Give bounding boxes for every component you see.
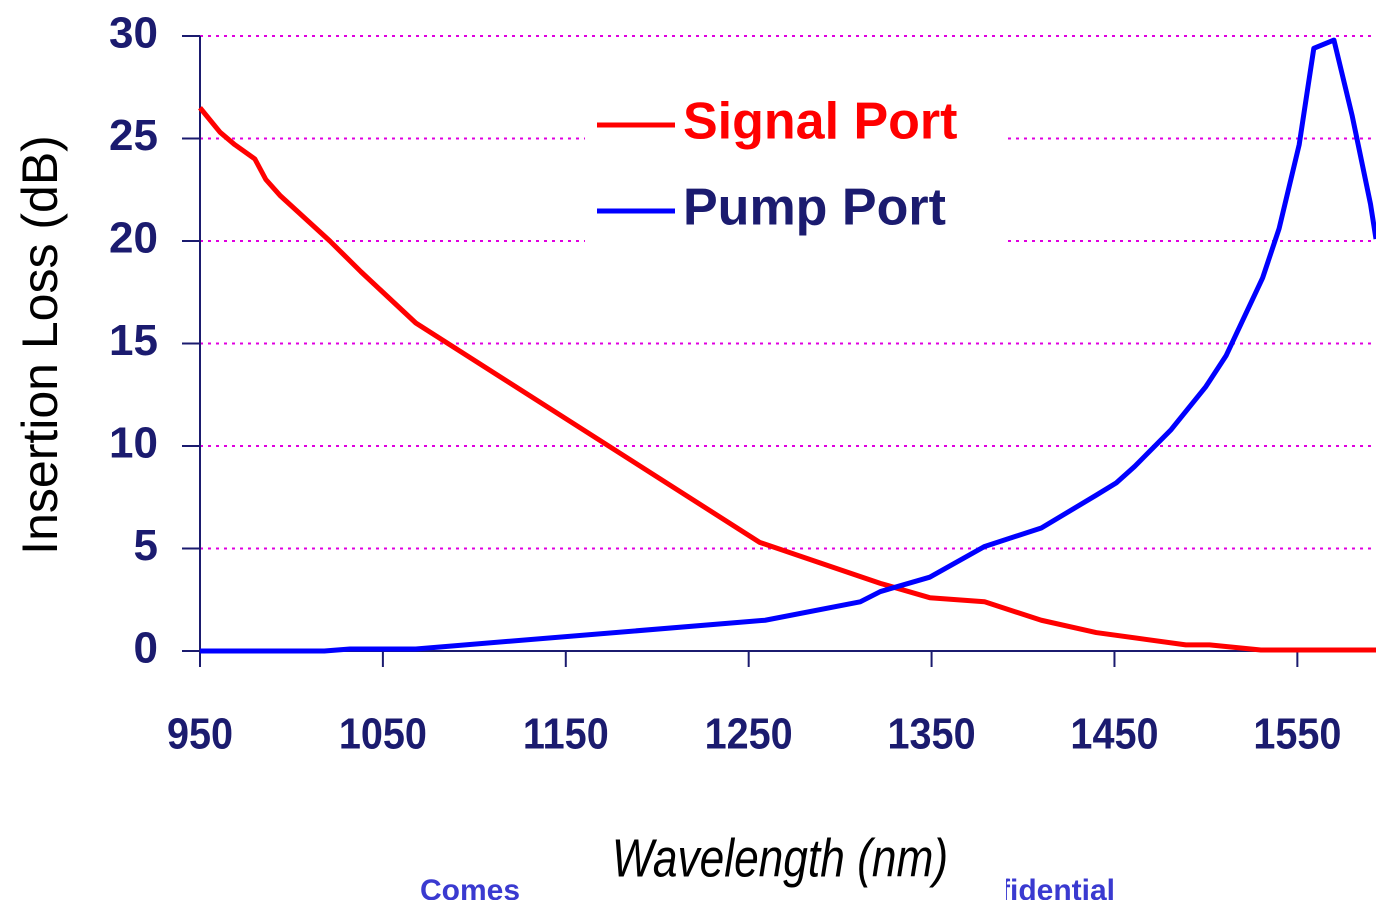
x-tick-label: 1450 bbox=[1070, 709, 1158, 758]
series-line bbox=[198, 106, 1376, 653]
x-tick-label: 1050 bbox=[339, 709, 427, 758]
footer-text: fidential bbox=[1000, 874, 1115, 900]
y-tick-label: 20 bbox=[109, 214, 158, 263]
legend-label: Pump Port bbox=[683, 179, 946, 237]
legend-box bbox=[585, 88, 1005, 248]
y-tick-label: 0 bbox=[134, 624, 158, 673]
footer-text: Comes bbox=[420, 874, 520, 900]
x-tick-label: 1250 bbox=[705, 709, 793, 758]
series-line bbox=[200, 37, 1376, 654]
y-axis-label: Insertion Loss (dB) bbox=[12, 135, 68, 555]
x-tick-label: 1350 bbox=[888, 709, 976, 758]
x-axis-label: Wavelength (nm) bbox=[612, 828, 948, 888]
y-tick-label: 5 bbox=[134, 521, 158, 570]
legend-label: Signal Port bbox=[683, 93, 957, 151]
y-tick-label: 25 bbox=[109, 111, 158, 160]
x-tick-label: 1550 bbox=[1253, 709, 1341, 758]
x-tick-label: 950 bbox=[167, 709, 233, 758]
x-tick-label: 1150 bbox=[523, 709, 609, 758]
y-tick-label: 10 bbox=[109, 419, 158, 468]
y-tick-label: 30 bbox=[109, 9, 158, 58]
y-tick-label: 15 bbox=[109, 316, 158, 365]
x-label-bg bbox=[556, 828, 1006, 900]
